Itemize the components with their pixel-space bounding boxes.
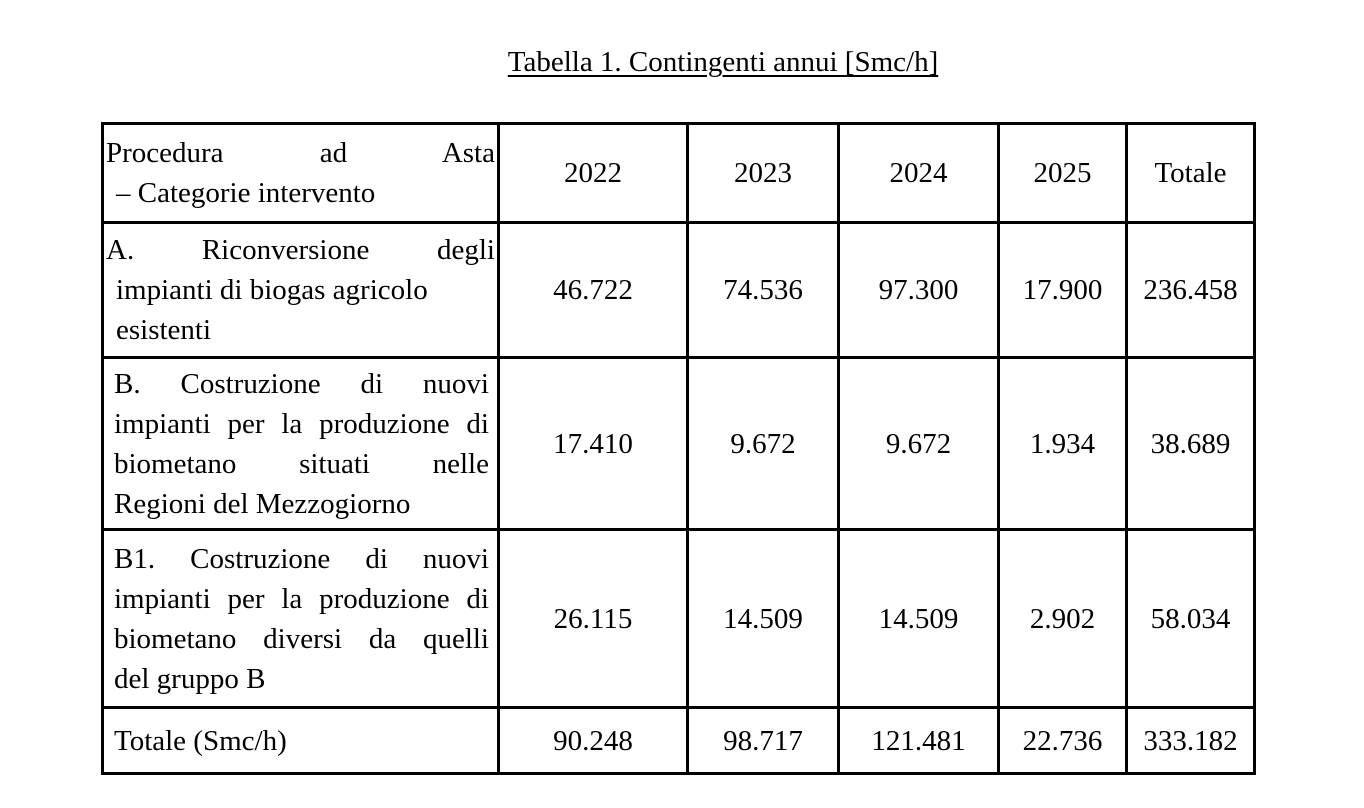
row-a-value-2024: 97.300 [837, 221, 1000, 359]
header-row: Procedura ad Asta – Categorie intervento… [101, 122, 1256, 224]
row-a-value-2025: 17.900 [997, 221, 1128, 359]
table-row: B. Costruzione di nuovi impianti per la … [101, 356, 1256, 531]
total-value-2022: 90.248 [497, 706, 689, 775]
row-b-label-line: biometano situati nelle [114, 447, 489, 480]
total-row: Totale (Smc/h) 90.248 98.717 121.481 22.… [101, 706, 1256, 775]
row-a-label-line: esistenti [116, 314, 212, 346]
row-b1-value-2022: 26.115 [497, 528, 689, 709]
table-title: Tabella 1. Contingenti annui [Smc/h] [0, 44, 1364, 80]
header-label-line2: – Categorie intervento [116, 177, 376, 209]
header-year-2025: 2025 [997, 122, 1128, 224]
row-b1-label-cell: B1. Costruzione di nuovi impianti per la… [101, 528, 500, 709]
row-b1-label-line: B1. Costruzione di nuovi [114, 542, 489, 575]
total-value-2023: 98.717 [686, 706, 840, 775]
header-label-line1: Procedura ad Asta [106, 137, 495, 169]
row-a-label-line: impianti di biogas agricolo [116, 274, 428, 306]
row-b-value-2025: 1.934 [997, 356, 1128, 531]
table-row: B1. Costruzione di nuovi impianti per la… [101, 528, 1256, 709]
row-b-label-line: B. Costruzione di nuovi [114, 367, 489, 400]
table-row: A. Riconversione degli impianti di bioga… [101, 221, 1256, 359]
row-b-value-2023: 9.672 [686, 356, 840, 531]
header-year-2024: 2024 [837, 122, 1000, 224]
row-b-value-2022: 17.410 [497, 356, 689, 531]
row-a-label-line: A. Riconversione degli [106, 234, 495, 266]
header-year-2023: 2023 [686, 122, 840, 224]
row-b1-value-2024: 14.509 [837, 528, 1000, 709]
total-row-label: Totale (Smc/h) [101, 706, 500, 775]
row-b1-value-2025: 2.902 [997, 528, 1128, 709]
total-value-2024: 121.481 [837, 706, 1000, 775]
row-a-label-cell: A. Riconversione degli impianti di bioga… [101, 221, 500, 359]
total-value-2025: 22.736 [997, 706, 1128, 775]
contingenti-table: Procedura ad Asta – Categorie intervento… [101, 122, 1256, 775]
row-b1-label-line: del gruppo B [114, 662, 266, 695]
row-b-label-line: impianti per la produzione di [114, 407, 489, 440]
total-value-total: 333.182 [1125, 706, 1256, 775]
header-year-2022: 2022 [497, 122, 689, 224]
table-title-text: Tabella 1. Contingenti annui [Smc/h] [507, 46, 939, 78]
row-b-label-line: Regioni del Mezzogiorno [114, 487, 411, 520]
row-b-label-cell: B. Costruzione di nuovi impianti per la … [101, 356, 500, 531]
row-b-value-total: 38.689 [1125, 356, 1256, 531]
header-total: Totale [1125, 122, 1256, 224]
header-label-cell: Procedura ad Asta – Categorie intervento [101, 122, 500, 224]
row-b1-value-total: 58.034 [1125, 528, 1256, 709]
row-b1-value-2023: 14.509 [686, 528, 840, 709]
row-b1-label-line: biometano diversi da quelli [114, 622, 489, 655]
row-a-value-2022: 46.722 [497, 221, 689, 359]
row-a-value-2023: 74.536 [686, 221, 840, 359]
row-b-value-2024: 9.672 [837, 356, 1000, 531]
row-a-value-total: 236.458 [1125, 221, 1256, 359]
row-b1-label-line: impianti per la produzione di [114, 582, 489, 615]
total-row-label-text: Totale (Smc/h) [114, 724, 287, 757]
